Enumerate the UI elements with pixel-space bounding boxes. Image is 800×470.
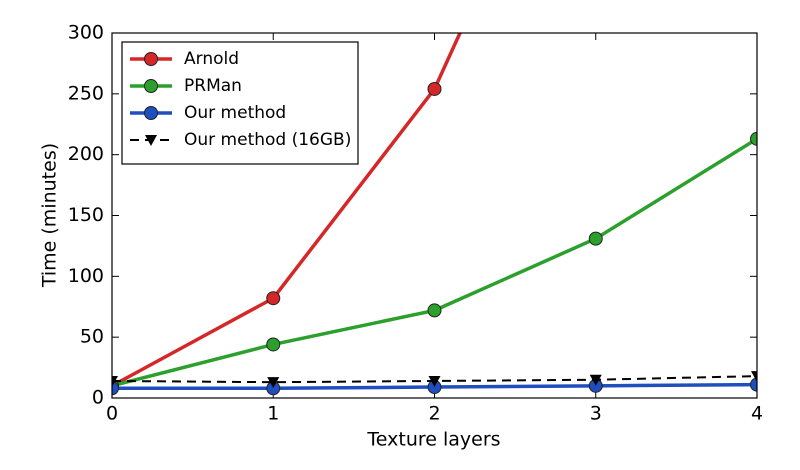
data-point (267, 377, 280, 389)
data-point (266, 291, 281, 306)
data-point (427, 303, 442, 318)
series-line (112, 33, 462, 388)
y-tick-label: 50 (80, 326, 104, 348)
legend-marker (144, 79, 158, 93)
x-axis-label: Texture layers (366, 429, 500, 451)
data-point (588, 231, 603, 246)
legend-marker (144, 52, 158, 66)
y-tick-label: 250 (68, 82, 104, 104)
legend-label: Our method (16GB) (184, 130, 351, 150)
data-point (266, 337, 281, 352)
y-tick-label: 0 (92, 387, 104, 409)
legend-label: Arnold (184, 49, 239, 69)
legend-label: PRMan (184, 76, 242, 96)
y-tick-label: 100 (68, 265, 104, 287)
x-tick-label: 3 (590, 403, 602, 425)
data-point (751, 371, 757, 383)
legend-label: Our method (184, 103, 286, 123)
data-point (427, 81, 442, 96)
legend-marker (144, 106, 158, 120)
plot-area (112, 33, 757, 396)
data-point (428, 375, 441, 387)
y-tick-label: 300 (68, 22, 104, 44)
x-tick-label: 1 (267, 403, 279, 425)
plot-frame (111, 32, 758, 399)
series-line (112, 137, 757, 388)
data-point (589, 374, 602, 386)
x-tick-label: 4 (751, 403, 763, 425)
x-tick-label: 0 (106, 403, 118, 425)
legend-box (121, 41, 359, 165)
legend-marker (145, 135, 157, 146)
y-tick-label: 200 (68, 143, 104, 165)
y-tick-label: 150 (68, 204, 104, 226)
data-point (112, 381, 119, 396)
data-point (750, 131, 757, 146)
x-tick-label: 2 (428, 403, 440, 425)
data-point (750, 377, 757, 392)
data-point (112, 375, 118, 387)
y-axis-label: Time (minutes) (39, 143, 61, 288)
